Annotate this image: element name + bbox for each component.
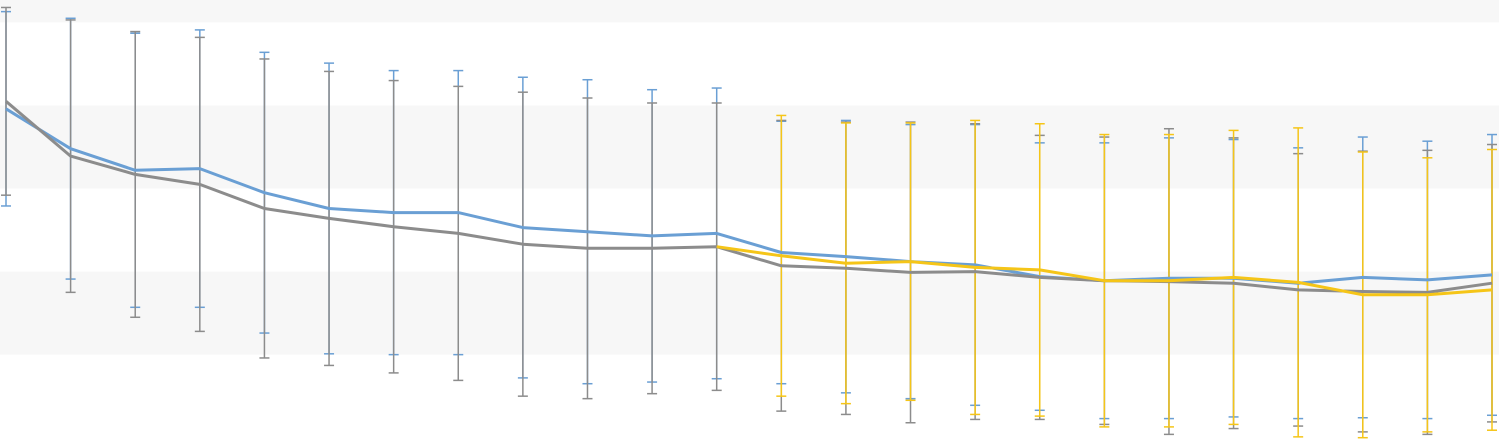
grid-band — [0, 0, 1499, 23]
series-line — [5, 100, 1493, 294]
series-line — [716, 245, 1493, 297]
grid-band — [0, 105, 1499, 189]
grid-band — [0, 271, 1499, 355]
